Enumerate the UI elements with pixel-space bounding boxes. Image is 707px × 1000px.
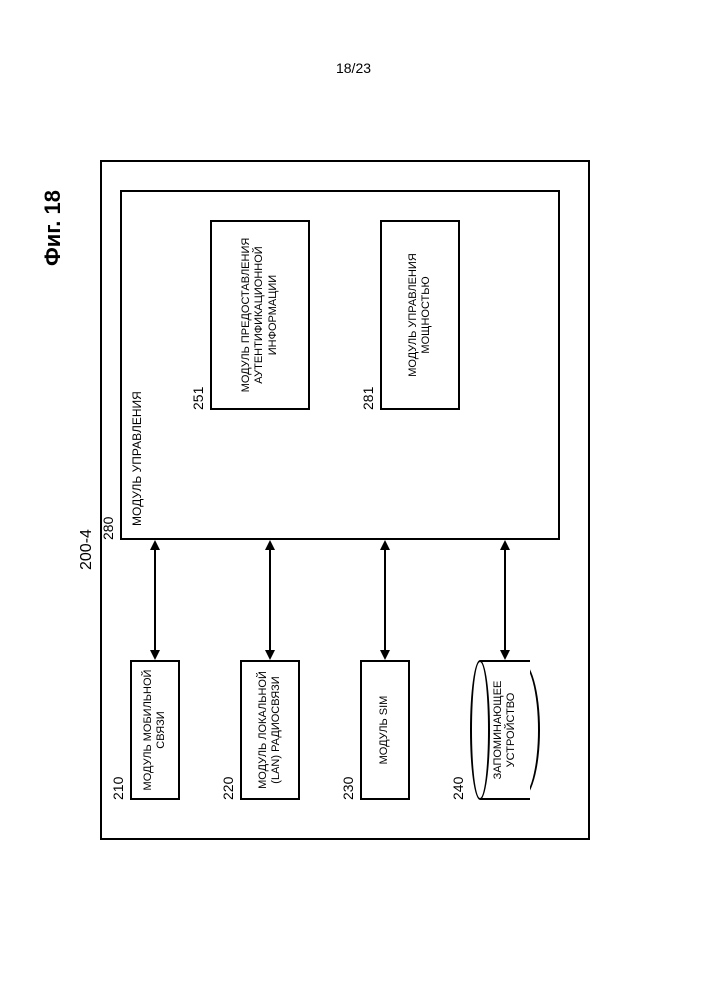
connector-arrow <box>269 548 271 652</box>
figure-title: Фиг. 18 <box>40 190 66 266</box>
inner-ref-label: 281 <box>360 387 376 410</box>
module-ref-label: 220 <box>220 777 236 800</box>
diagram-wrapper: Фиг. 18 200-4 МОДУЛЬ МОБИЛЬНОЙ СВЯЗИ210М… <box>70 150 630 870</box>
module-block: МОДУЛЬ ЛОКАЛЬНОЙ (LAN) РАДИОСВЯЗИ <box>240 660 300 800</box>
diagram: Фиг. 18 200-4 МОДУЛЬ МОБИЛЬНОЙ СВЯЗИ210М… <box>70 150 630 870</box>
arrow-head-right-icon <box>380 540 390 550</box>
device-ref-label: 200-4 <box>78 529 96 570</box>
connector-arrow <box>384 548 386 652</box>
connector-arrow <box>504 548 506 652</box>
page-number: 18/23 <box>336 60 371 76</box>
connector-arrow <box>154 548 156 652</box>
arrow-head-left-icon <box>265 650 275 660</box>
arrow-head-left-icon <box>500 650 510 660</box>
control-module-block: МОДУЛЬ УПРАВЛЕНИЯ <box>120 190 560 540</box>
arrow-head-right-icon <box>500 540 510 550</box>
module-ref-label: 210 <box>110 777 126 800</box>
arrow-head-right-icon <box>150 540 160 550</box>
inner-module-block: МОДУЛЬ УПРАВЛЕНИЯ МОЩНОСТЬЮ <box>380 220 460 410</box>
module-block: МОДУЛЬ SIM <box>360 660 410 800</box>
module-ref-label: 230 <box>340 777 356 800</box>
arrow-head-left-icon <box>150 650 160 660</box>
control-ref-label: 280 <box>100 517 116 540</box>
storage-ref-label: 240 <box>450 777 466 800</box>
storage-cylinder: ЗАПОМИНАЮЩЕЕ УСТРОЙСТВО <box>470 660 540 800</box>
inner-ref-label: 251 <box>190 387 206 410</box>
module-block: МОДУЛЬ МОБИЛЬНОЙ СВЯЗИ <box>130 660 180 800</box>
arrow-head-right-icon <box>265 540 275 550</box>
arrow-head-left-icon <box>380 650 390 660</box>
inner-module-block: МОДУЛЬ ПРЕДОСТАВЛЕНИЯ АУТЕНТИФИКАЦИОННОЙ… <box>210 220 310 410</box>
